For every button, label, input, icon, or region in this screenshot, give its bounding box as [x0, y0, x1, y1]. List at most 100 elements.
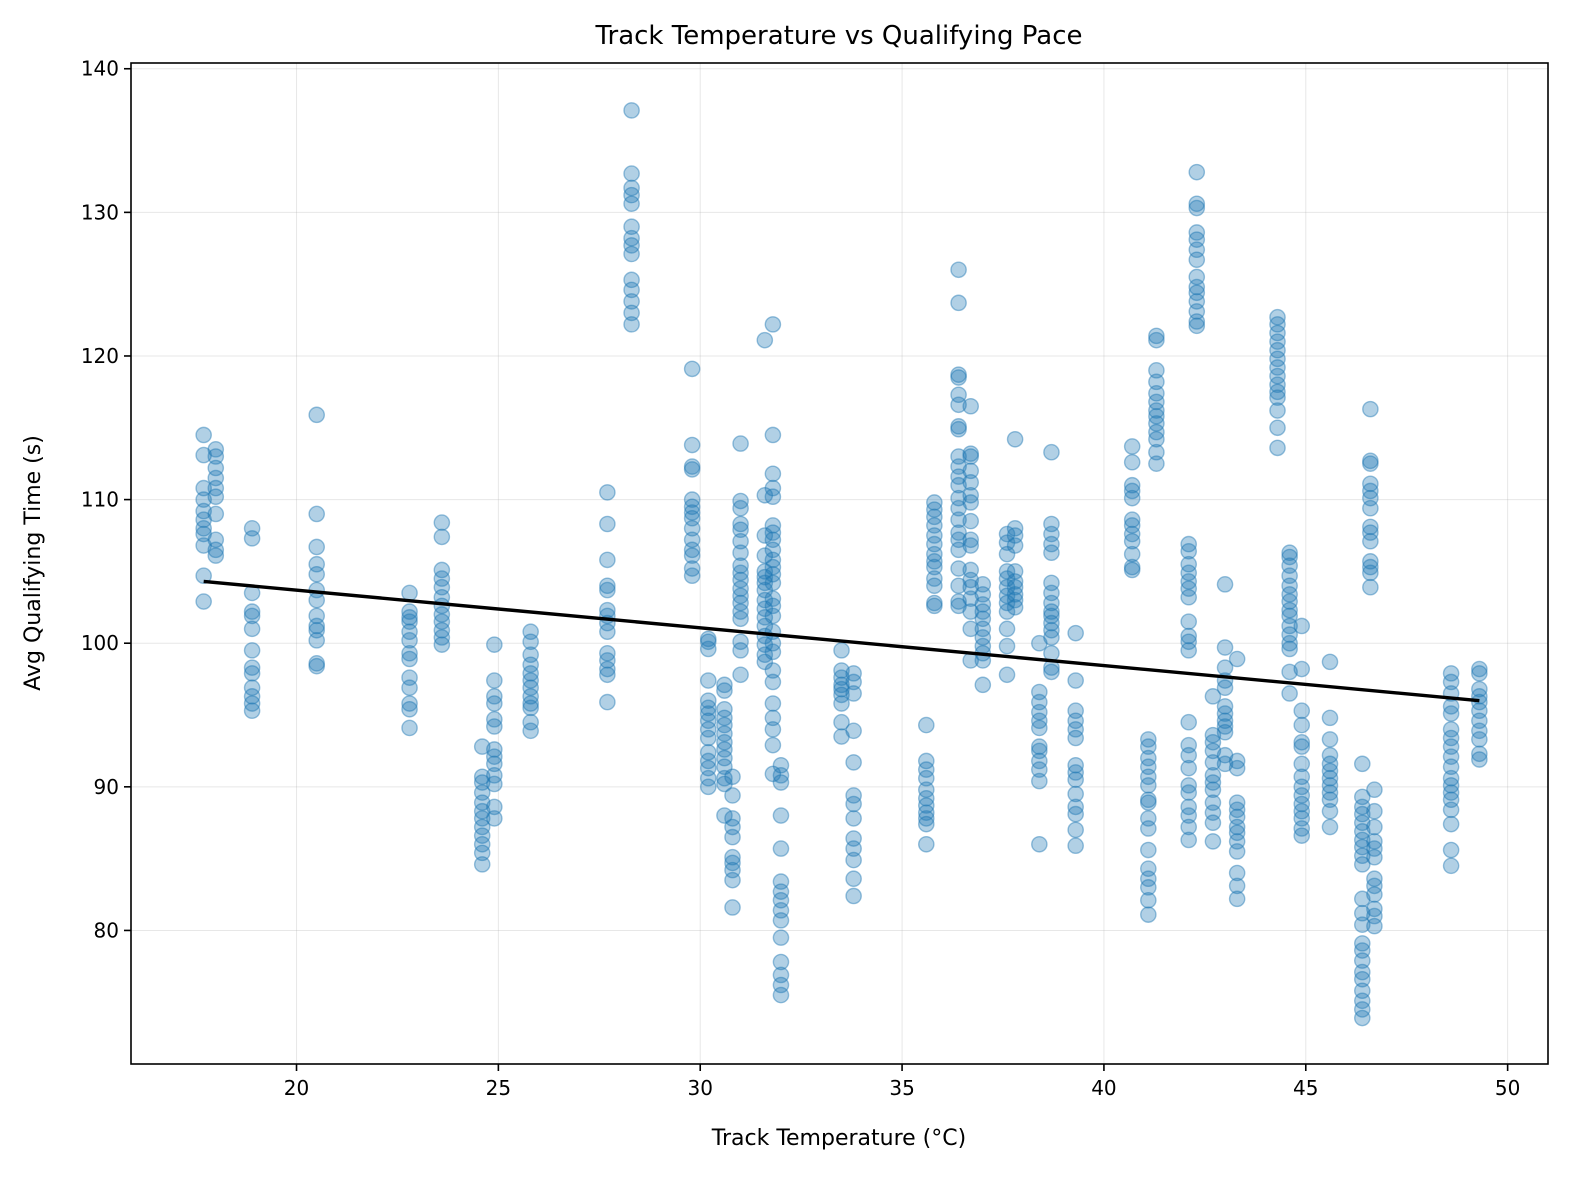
scatter-point: [1067, 756, 1084, 774]
scatter-point: [1281, 567, 1298, 585]
scatter-point: [1067, 729, 1084, 747]
scatter-point: [724, 828, 741, 846]
scatter-point: [724, 871, 741, 889]
scatter-point: [950, 366, 967, 383]
scatter-point: [1471, 702, 1488, 720]
scatter-point: [699, 712, 717, 730]
scatter-point: [764, 551, 782, 569]
scatter-point: [1140, 810, 1157, 827]
scatter-point: [1366, 833, 1383, 850]
scatter-point: [683, 360, 701, 378]
scatter-point: [1293, 660, 1311, 678]
scatter-point: [195, 502, 212, 520]
scatter-point: [1148, 373, 1165, 391]
scatter-point: [1269, 341, 1286, 359]
scatter-point: [1204, 734, 1222, 751]
scatter-point: [1031, 693, 1048, 711]
scatter-point: [433, 621, 451, 639]
scatter-point: [401, 609, 418, 626]
scatter-point: [962, 603, 980, 620]
y-tick-label: 110: [81, 488, 119, 512]
scatter-point: [1353, 823, 1371, 840]
scatter-point: [962, 590, 980, 607]
scatter-point: [1148, 327, 1165, 345]
scatter-point: [833, 713, 850, 731]
scatter-point: [599, 484, 616, 501]
scatter-point: [1366, 781, 1383, 798]
scatter-point: [699, 630, 717, 648]
scatter-point: [1442, 815, 1460, 833]
scatter-point: [1471, 751, 1488, 768]
scatter-point: [1140, 860, 1157, 877]
scatter-point: [1006, 599, 1024, 616]
scatter-point: [1216, 698, 1234, 715]
scatter-point: [732, 557, 749, 574]
scatter-point: [1188, 199, 1206, 217]
scatter-point: [623, 304, 640, 322]
scatter-point: [1180, 759, 1198, 777]
scatter-point: [1031, 761, 1048, 778]
scatter-point: [1281, 544, 1298, 562]
scatter-point: [207, 505, 225, 523]
scatter-point: [1140, 777, 1157, 794]
scatter-point: [845, 795, 862, 813]
scatter-point: [926, 558, 943, 576]
scatter-point: [732, 603, 749, 620]
scatter-point: [962, 537, 980, 554]
grid-lines: [131, 63, 1548, 1064]
scatter-point: [1281, 548, 1298, 566]
scatter-point: [1006, 586, 1024, 603]
scatter-point: [433, 629, 451, 646]
scatter-point: [1269, 376, 1286, 393]
scatter-point: [772, 883, 790, 900]
scatter-point: [1281, 557, 1298, 574]
scatter-point: [1269, 316, 1286, 333]
scatter-point: [1321, 784, 1339, 801]
scatter-point: [207, 459, 225, 477]
scatter-point: [1123, 532, 1141, 550]
scatter-point: [1353, 847, 1371, 865]
scatter-point: [699, 633, 717, 651]
scatter-point: [599, 577, 616, 595]
scatter-point: [1442, 738, 1460, 755]
scatter-point: [962, 512, 980, 530]
scatter-point: [1442, 857, 1460, 875]
scatter-point: [1180, 777, 1198, 794]
scatter-point: [926, 597, 943, 615]
scatter-point: [1204, 781, 1222, 798]
scatter-point: [1321, 709, 1339, 727]
scatter-point: [1442, 791, 1460, 809]
scatter-point: [1031, 752, 1048, 770]
scatter-point: [195, 525, 212, 543]
scatter-point: [1148, 430, 1165, 448]
scatter-point: [683, 461, 701, 478]
scatter-point: [1067, 771, 1084, 788]
scatter-point: [1442, 705, 1460, 722]
scatter-point: [1148, 393, 1165, 411]
scatter-point: [1366, 848, 1383, 866]
scatter-point: [1293, 802, 1311, 820]
scatter-point: [308, 538, 326, 556]
scatter-point: [1228, 877, 1246, 895]
scatter-point: [1442, 748, 1460, 765]
scatter-point: [683, 436, 701, 454]
scatter-point: [962, 571, 980, 589]
scatter-point: [845, 787, 862, 804]
scatter-point: [522, 695, 539, 712]
scatter-point: [401, 623, 418, 641]
scatter-point: [1180, 542, 1198, 560]
scatter-point: [950, 294, 967, 312]
scatter-point: [1006, 430, 1024, 448]
scatter-point: [473, 794, 491, 811]
scatter-point: [1353, 916, 1371, 933]
scatter-point: [1031, 683, 1048, 701]
scatter-point: [1031, 712, 1048, 730]
scatter-point: [401, 700, 418, 718]
scatter-point: [195, 593, 212, 610]
scatter-point: [473, 784, 491, 801]
scatter-point: [699, 769, 717, 787]
scatter-point: [950, 511, 967, 528]
x-axis-ticks: 20 25 30 35 40 45 50: [284, 1064, 1520, 1100]
scatter-point: [623, 271, 640, 289]
scatter-point: [1362, 532, 1379, 550]
